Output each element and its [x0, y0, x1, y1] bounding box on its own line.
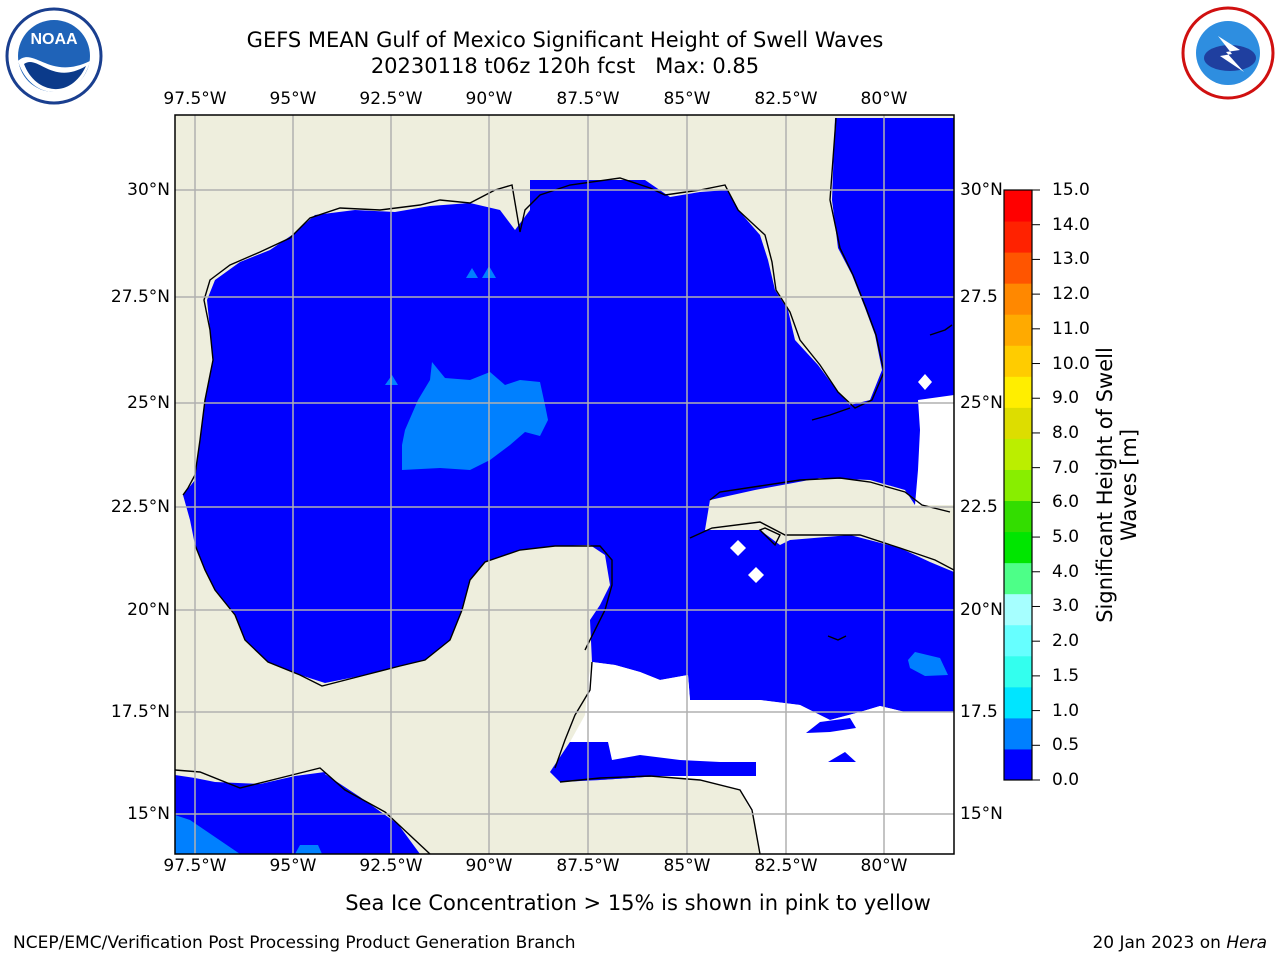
chart-title: GEFS MEAN Gulf of Mexico Significant Hei… [246, 28, 884, 52]
lat-tick-right: 30°N [960, 180, 1003, 200]
nodata-caribbean [550, 662, 954, 854]
colorbar-tick-label: 13.0 [1052, 249, 1090, 270]
colorbar-segment [1004, 376, 1032, 408]
lon-tick-bottom: 97.5°W [163, 856, 227, 876]
colorbar-tick-label: 3.0 [1052, 596, 1080, 617]
date-prefix: 20 Jan 2023 on [1092, 933, 1227, 953]
colorbar-tick-label: 6.0 [1052, 492, 1080, 513]
colorbar-segment [1004, 593, 1032, 626]
colorbar-tick-label: 4.0 [1052, 561, 1080, 582]
lon-tick-top: 85°W [663, 89, 711, 109]
colorbar-segment [1004, 252, 1032, 284]
lon-tick-top: 82.5°W [754, 89, 818, 109]
colorbar-segment [1004, 283, 1032, 315]
map-frame [174, 114, 955, 855]
lat-tick-left: 22.5°N [110, 497, 170, 517]
colorbar-segment [1004, 624, 1032, 657]
lat-tick-left: 20°N [127, 600, 170, 620]
lat-tick-left: 27.5°N [110, 287, 170, 307]
nodata-bahamas [915, 395, 954, 505]
colorbar-tick-label: 11.0 [1052, 318, 1090, 339]
lon-tick-top: 80°W [860, 89, 908, 109]
lon-tick-bottom: 90°W [465, 856, 513, 876]
lon-tick-top: 92.5°W [359, 89, 423, 109]
colorbar-segment [1004, 562, 1032, 595]
colorbar-tick-label: 10.0 [1052, 353, 1090, 374]
colorbar-label-line1: Significant Height of Swell [1093, 347, 1117, 623]
colorbar [1003, 189, 1040, 781]
colorbar-tick-label: 5.0 [1052, 527, 1080, 548]
lat-tick-left: 30°N [127, 180, 170, 200]
caribbean-mid-swell [908, 652, 948, 676]
colorbar-segment [1004, 686, 1032, 719]
date-host: Hera [1226, 933, 1267, 953]
credit-text: NCEP/EMC/Verification Post Processing Pr… [13, 933, 576, 953]
land-honduras [325, 770, 760, 854]
lat-tick-right: 15°N [960, 804, 1003, 824]
colorbar-tick-label: 1.0 [1052, 700, 1080, 721]
gulf-swell-mid [402, 362, 548, 470]
colorbar-tick-label: 9.0 [1052, 388, 1080, 409]
lat-tick-left: 15°N [127, 804, 170, 824]
nws-logo [1181, 6, 1275, 100]
colorbar-segment [1004, 221, 1032, 253]
lon-tick-bottom: 80°W [860, 856, 908, 876]
colorbar-segment [1004, 469, 1032, 502]
lat-tick-right: 27.5 [960, 287, 998, 307]
lon-tick-bottom: 92.5°W [359, 856, 423, 876]
lat-tick-right: 22.5 [960, 497, 998, 517]
lat-tick-left: 17.5°N [110, 702, 170, 722]
colorbar-label: Significant Height of Swell Waves [m] [1093, 347, 1141, 623]
chart-subtitle: 20230118 t06z 120h fcst Max: 0.85 [370, 54, 760, 78]
caribbean-swell-sw-mid [175, 815, 322, 854]
noaa-logo: NOAA [5, 7, 103, 105]
gridlines [175, 115, 954, 854]
noaa-logo-text: NOAA [30, 31, 78, 48]
colorbar-segment [1004, 190, 1032, 222]
lon-tick-top: 90°W [465, 89, 513, 109]
colorbar-segment [1004, 717, 1032, 750]
lat-tick-right: 25°N [960, 393, 1003, 413]
lon-tick-top: 97.5°W [163, 89, 227, 109]
colorbar-tick-label: 1.5 [1052, 665, 1080, 686]
colorbar-segment [1004, 407, 1032, 439]
lon-tick-bottom: 85°W [663, 856, 711, 876]
colorbar-frame [1003, 189, 1033, 781]
colorbar-segment [1004, 655, 1032, 688]
lon-tick-top: 95°W [269, 89, 317, 109]
lon-tick-bottom: 87.5°W [556, 856, 620, 876]
colorbar-tick-label: 8.0 [1052, 422, 1080, 443]
lon-tick-top: 87.5°W [556, 89, 620, 109]
colorbar-segment [1004, 438, 1032, 470]
colorbar-tick-label: 7.0 [1052, 457, 1080, 478]
colorbar-segment [1004, 748, 1032, 781]
colorbar-tick-label: 14.0 [1052, 214, 1090, 235]
colorbar-segment [1004, 500, 1032, 533]
colorbar-label-line2: Waves [m] [1117, 428, 1141, 542]
colorbar-tick-label: 0.0 [1052, 770, 1080, 790]
lon-tick-bottom: 82.5°W [754, 856, 818, 876]
caribbean-swell-sw [175, 772, 420, 854]
sea-ice-note: Sea Ice Concentration > 15% is shown in … [345, 891, 931, 915]
colorbar-segment [1004, 345, 1032, 377]
date-text: 20 Jan 2023 on Hera [1092, 933, 1267, 953]
gulf-swell-area [183, 118, 954, 720]
lat-tick-right: 20°N [960, 600, 1003, 620]
lat-tick-right: 17.5 [960, 702, 998, 722]
colorbar-segment [1004, 531, 1032, 564]
colorbar-tick-label: 15.0 [1052, 180, 1090, 200]
colorbar-tick-label: 2.0 [1052, 631, 1080, 652]
lat-tick-left: 25°N [127, 393, 170, 413]
colorbar-segment [1004, 314, 1032, 346]
colorbar-tick-label: 12.0 [1052, 284, 1090, 305]
lon-tick-bottom: 95°W [269, 856, 317, 876]
colorbar-tick-label: 0.5 [1052, 735, 1080, 756]
